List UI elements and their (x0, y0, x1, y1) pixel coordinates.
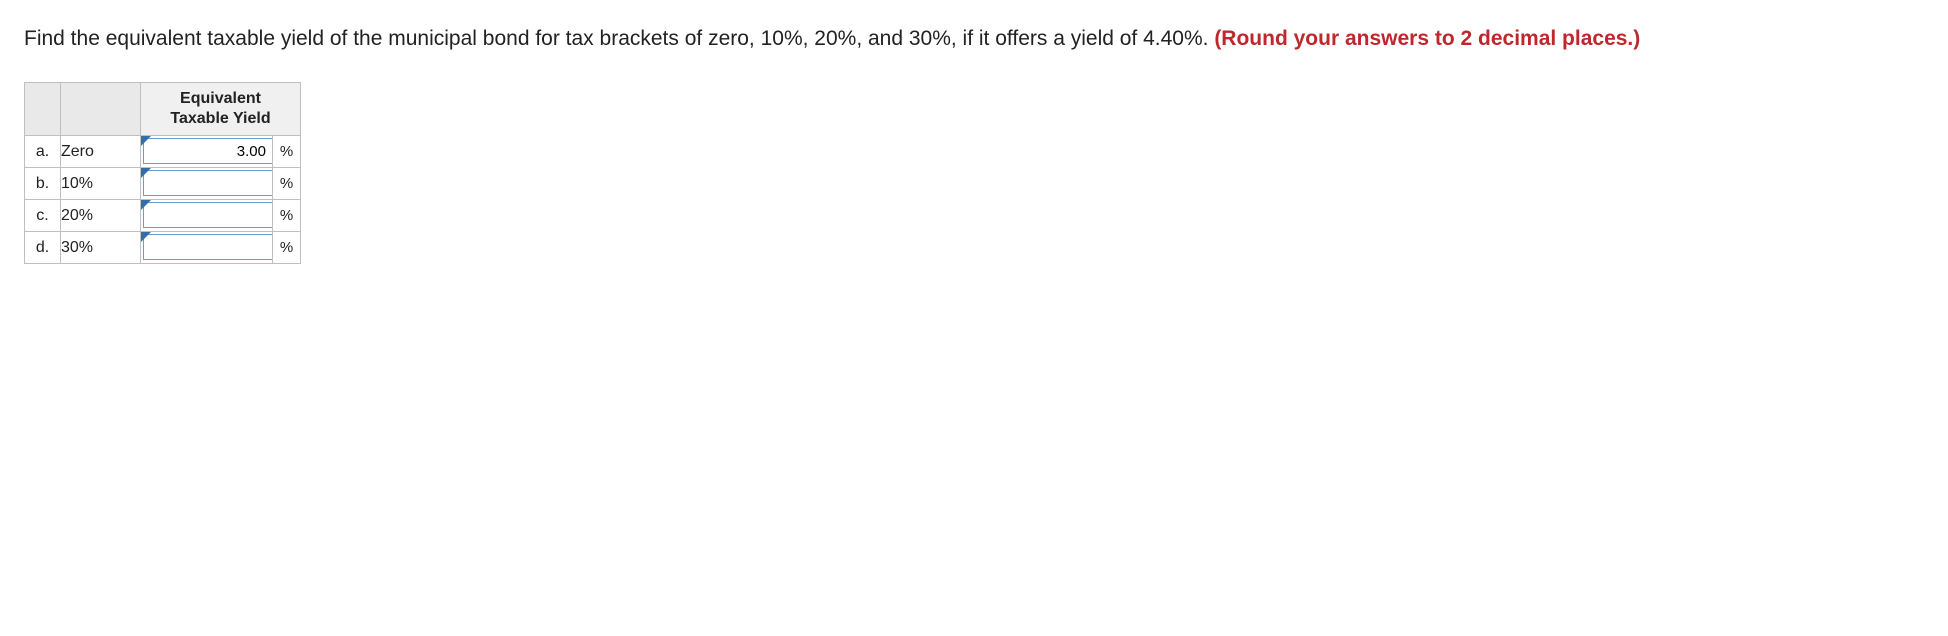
header-yield-line1: Equivalent (180, 90, 261, 107)
row-letter: c. (25, 200, 61, 232)
header-blank-2 (61, 83, 141, 136)
input-marker-icon (141, 200, 151, 210)
row-bracket: Zero (61, 136, 141, 168)
unit-label: % (272, 168, 300, 199)
input-marker-icon (141, 168, 151, 178)
input-marker-icon (141, 232, 151, 242)
table-row: c. 20% % (25, 200, 301, 232)
yield-input-b[interactable] (143, 170, 272, 196)
unit-label: % (272, 136, 300, 167)
table-row: a. Zero % (25, 136, 301, 168)
input-marker-icon (141, 136, 151, 146)
row-letter: d. (25, 232, 61, 264)
row-input-cell: % (141, 136, 301, 168)
table-row: d. 30% % (25, 232, 301, 264)
row-letter: a. (25, 136, 61, 168)
header-yield: Equivalent Taxable Yield (141, 83, 301, 136)
header-blank-1 (25, 83, 61, 136)
unit-label: % (272, 200, 300, 231)
yield-input-a[interactable] (143, 138, 272, 164)
yield-input-c[interactable] (143, 202, 272, 228)
row-input-cell: % (141, 232, 301, 264)
row-input-cell: % (141, 200, 301, 232)
row-bracket: 20% (61, 200, 141, 232)
question-main: Find the equivalent taxable yield of the… (24, 27, 1214, 50)
row-bracket: 30% (61, 232, 141, 264)
unit-label: % (272, 232, 300, 263)
row-input-cell: % (141, 168, 301, 200)
answer-table: Equivalent Taxable Yield a. Zero % b. 10… (24, 82, 301, 264)
table-row: b. 10% % (25, 168, 301, 200)
row-letter: b. (25, 168, 61, 200)
header-yield-line2: Taxable Yield (170, 110, 270, 127)
yield-input-d[interactable] (143, 234, 272, 260)
question-text: Find the equivalent taxable yield of the… (24, 24, 1924, 54)
question-emphasis: (Round your answers to 2 decimal places.… (1214, 27, 1640, 50)
row-bracket: 10% (61, 168, 141, 200)
